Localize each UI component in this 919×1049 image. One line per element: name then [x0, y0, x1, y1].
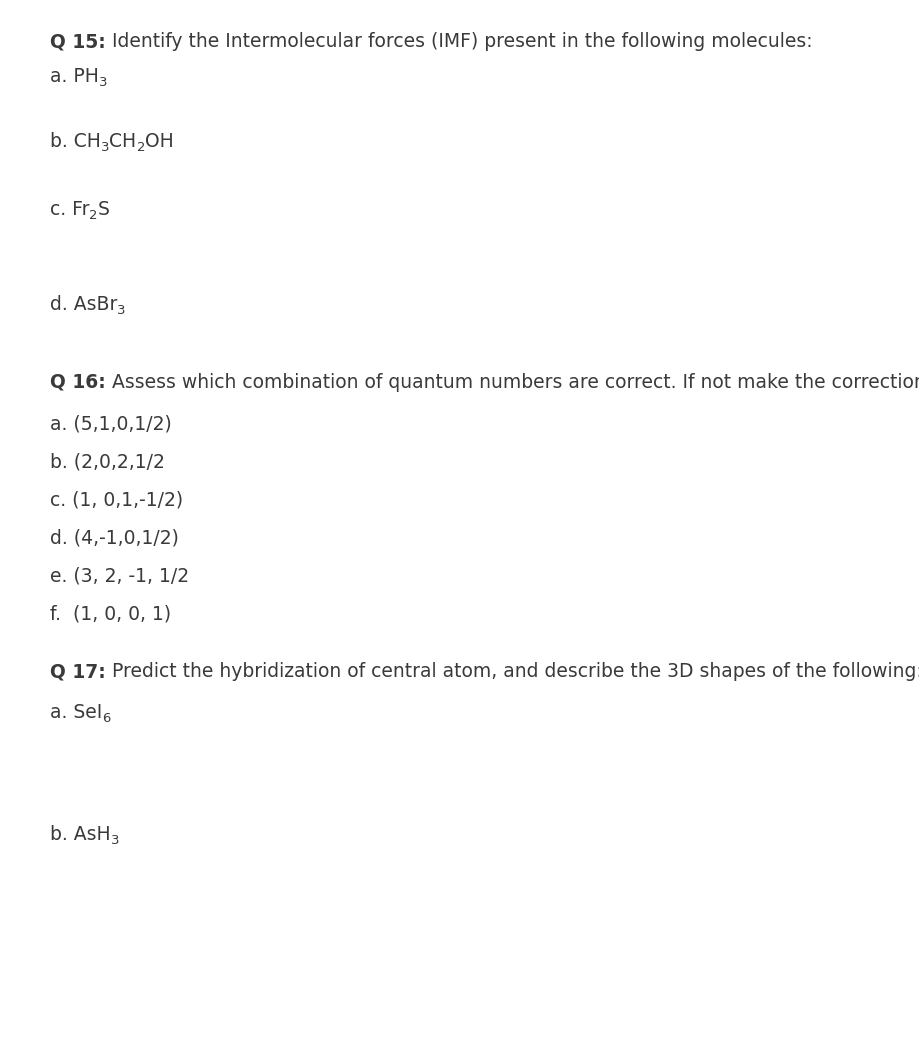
Text: CH: CH — [109, 132, 137, 151]
Text: d. AsBr: d. AsBr — [50, 295, 118, 314]
Text: e. (3, 2, -1, 1/2: e. (3, 2, -1, 1/2 — [50, 568, 189, 586]
Text: Q 16:: Q 16: — [50, 373, 106, 392]
Text: b. (2,0,2,1/2: b. (2,0,2,1/2 — [50, 453, 165, 472]
Text: c. (1, 0,1,-1/2): c. (1, 0,1,-1/2) — [50, 491, 183, 510]
Text: 3: 3 — [99, 76, 108, 89]
Text: b. AsH: b. AsH — [50, 825, 110, 844]
Text: Q 15:: Q 15: — [50, 33, 106, 51]
Text: 3: 3 — [110, 834, 119, 847]
Text: a. PH: a. PH — [50, 67, 99, 86]
Text: 3: 3 — [101, 141, 109, 154]
Text: S: S — [98, 200, 110, 219]
Text: Assess which combination of quantum numbers are correct. If not make the correct: Assess which combination of quantum numb… — [106, 373, 919, 392]
Text: 2: 2 — [137, 141, 145, 154]
Text: b. CH: b. CH — [50, 132, 101, 151]
Text: 6: 6 — [102, 712, 110, 725]
Text: OH: OH — [145, 132, 174, 151]
Text: 3: 3 — [118, 304, 126, 317]
Text: 2: 2 — [89, 209, 98, 222]
Text: f.  (1, 0, 0, 1): f. (1, 0, 0, 1) — [50, 605, 171, 624]
Text: Q 17:: Q 17: — [50, 662, 106, 681]
Text: a. SeI: a. SeI — [50, 703, 102, 722]
Text: c. Fr: c. Fr — [50, 200, 89, 219]
Text: Predict the hybridization of central atom, and describe the 3D shapes of the fol: Predict the hybridization of central ato… — [106, 662, 919, 681]
Text: a. (5,1,0,1/2): a. (5,1,0,1/2) — [50, 415, 172, 434]
Text: d. (4,-1,0,1/2): d. (4,-1,0,1/2) — [50, 529, 179, 548]
Text: Identify the Intermolecular forces (IMF) present in the following molecules:: Identify the Intermolecular forces (IMF)… — [106, 33, 812, 51]
